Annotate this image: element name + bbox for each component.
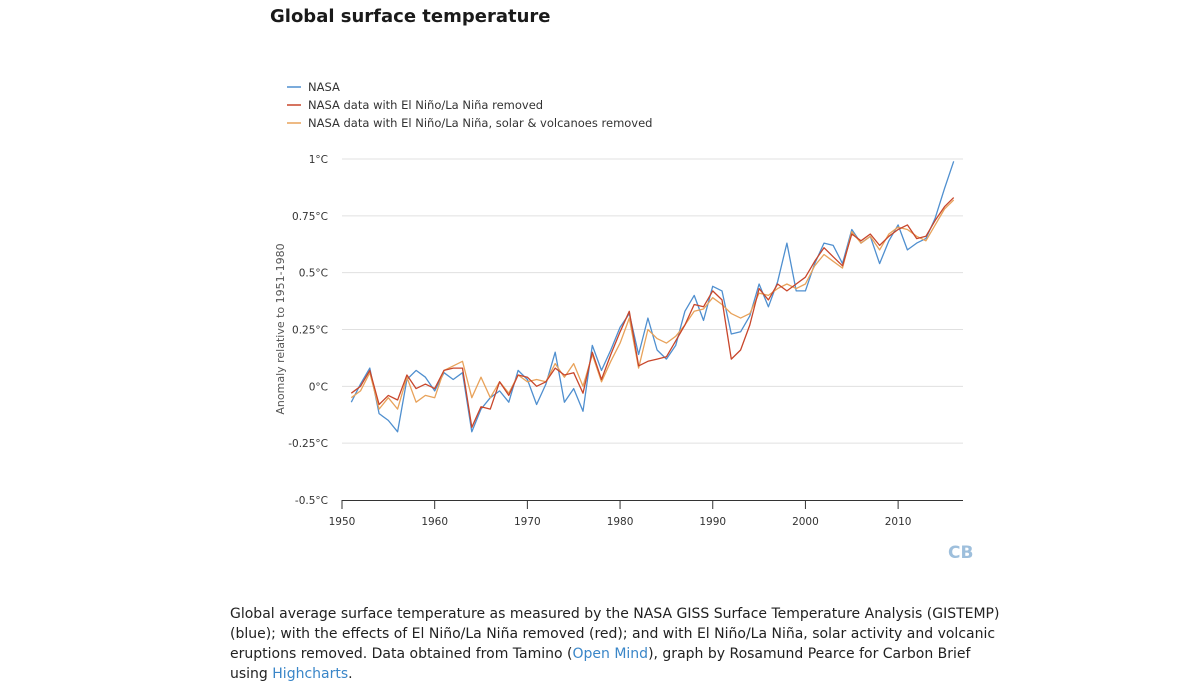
y-tick-label: 0°C [309, 381, 328, 393]
y-tick-label: 0.5°C [299, 268, 328, 280]
open-mind-link[interactable]: Open Mind [572, 646, 649, 662]
x-tick-label: 1980 [607, 516, 634, 528]
y-tick-label: 0.75°C [292, 211, 328, 223]
x-tick-label: 2000 [792, 516, 819, 528]
highcharts-link[interactable]: Highcharts [272, 666, 349, 682]
y-axis-title: Anomaly relative to 1951-1980 [274, 243, 287, 414]
y-tick-label: -0.5°C [295, 495, 328, 507]
gridlines [342, 158, 963, 444]
series-line-2 [350, 197, 955, 428]
x-tick-label: 1990 [699, 516, 726, 528]
chart-title: Global surface temperature [270, 6, 551, 27]
caption-text-3: . [348, 666, 353, 682]
y-tick-label: 0.25°C [292, 325, 328, 337]
y-tick-label: 1°C [309, 154, 328, 166]
legend-item-1: NASA [308, 80, 340, 94]
x-tick-label: 2010 [885, 516, 912, 528]
series-line-1 [350, 161, 955, 433]
y-axis-labels: -0.5°C -0.25°C 0°C 0.25°C 0.5°C 0.75°C 1°C [288, 154, 328, 507]
x-axis: 1950 1960 1970 1980 1990 2000 2010 [329, 500, 963, 528]
legend[interactable]: NASA NASA data with El Niño/La Niña remov… [287, 80, 652, 130]
y-tick-label: -0.25°C [288, 438, 328, 450]
x-tick-label: 1960 [421, 516, 448, 528]
carbon-brief-logo[interactable]: CB [948, 543, 973, 563]
caption-text-1: Global average surface temperature as me… [230, 606, 1000, 662]
legend-item-3: NASA data with El Niño/La Niña, solar & … [308, 116, 652, 130]
line-chart: NASA NASA data with El Niño/La Niña remov… [274, 80, 973, 563]
series-lines [350, 161, 955, 433]
legend-item-2: NASA data with El Niño/La Niña removed [308, 98, 543, 112]
series-line-3 [350, 199, 955, 410]
figure-caption: Global average surface temperature as me… [230, 604, 1010, 684]
x-tick-label: 1970 [514, 516, 541, 528]
x-tick-label: 1950 [329, 516, 356, 528]
